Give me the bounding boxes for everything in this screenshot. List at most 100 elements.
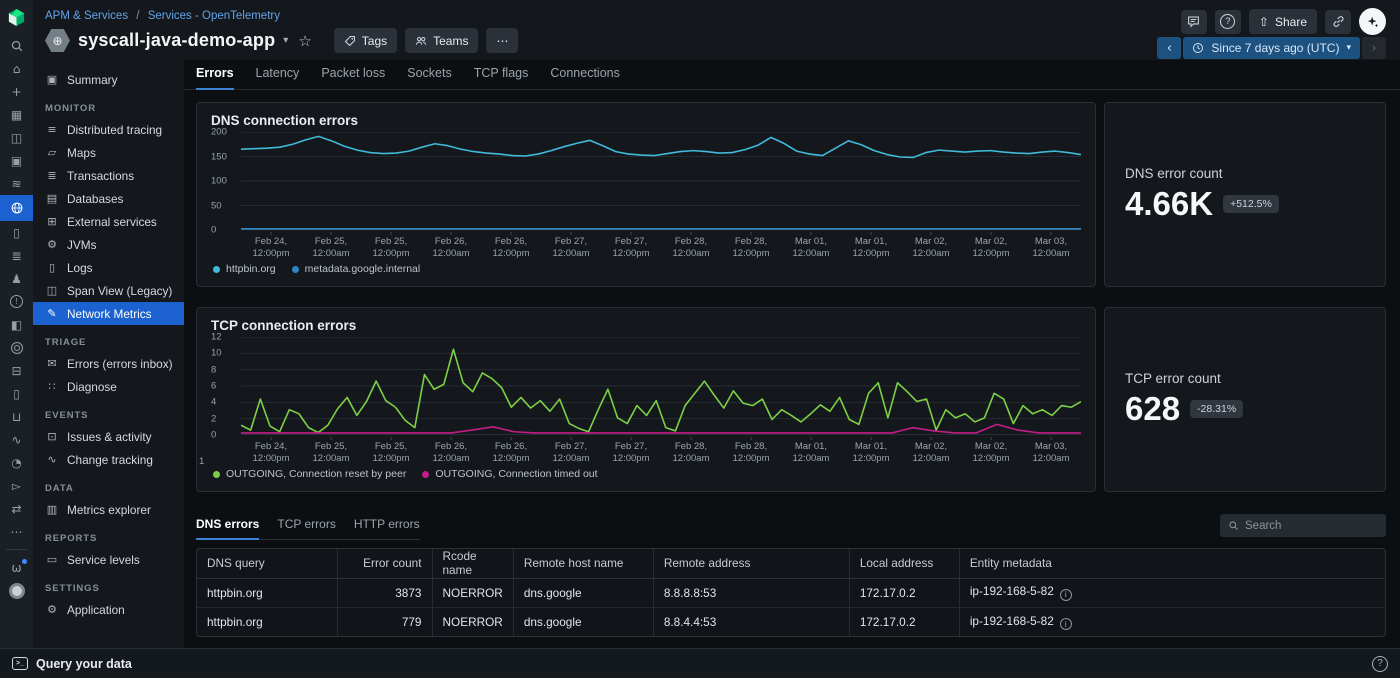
breadcrumb-service[interactable]: Services - OpenTelemetry xyxy=(148,10,280,22)
sidebar-item-span-view-legacy[interactable]: ◫Span View (Legacy) xyxy=(33,279,184,302)
column-header-entity-metadata[interactable]: Entity metadata xyxy=(959,549,1385,578)
logo-icon[interactable] xyxy=(0,0,33,34)
column-header-remote-address[interactable]: Remote address xyxy=(653,549,849,578)
share-button[interactable]: ⇧ Share xyxy=(1249,9,1317,34)
table-row[interactable]: httpbin.org3873NOERRORdns.google8.8.8.8:… xyxy=(197,578,1385,607)
title-caret-icon[interactable]: ▾ xyxy=(283,35,288,46)
x-tick-label: Feb 26,12:00am xyxy=(433,437,470,465)
sidebar-item-maps[interactable]: ▱Maps xyxy=(33,141,184,164)
sidebar-item-network-metrics[interactable]: ✎Network Metrics xyxy=(33,302,184,325)
docs-icon[interactable]: ◫ xyxy=(0,126,33,149)
more-icon-glyph: ⋯ xyxy=(11,525,23,539)
teams-button[interactable]: Teams xyxy=(405,28,478,53)
legend-item[interactable]: httpbin.org xyxy=(213,263,276,275)
layers-icon[interactable]: ≋ xyxy=(0,172,33,195)
browser-icon[interactable]: ⊟ xyxy=(0,359,33,382)
sidebar-item-application[interactable]: ⚙Application xyxy=(33,598,184,621)
info-icon[interactable]: i xyxy=(1060,618,1072,630)
time-range-button[interactable]: Since 7 days ago (UTC) ▾ xyxy=(1183,37,1360,59)
sidebar-item-label: Databases xyxy=(67,192,123,206)
column-header-error-count[interactable]: Error count xyxy=(337,549,432,578)
dashboards-icon[interactable]: ▦ xyxy=(0,103,33,126)
help-button[interactable]: ? xyxy=(1215,10,1241,34)
favorite-star-icon[interactable]: ☆ xyxy=(298,32,311,50)
add-icon[interactable]: + xyxy=(0,80,33,103)
column-header-rcode-name[interactable]: Rcode name xyxy=(432,549,513,578)
tab-tcp-flags[interactable]: TCP flags xyxy=(474,66,529,90)
whats-new-icon[interactable]: ω xyxy=(0,556,33,579)
x-tick-label: Feb 28,12:00am xyxy=(673,437,710,465)
home-icon[interactable]: ⌂ xyxy=(0,57,33,80)
sidebar-item-errors-errors-inbox[interactable]: ✉Errors (errors inbox) xyxy=(33,352,184,375)
tab-sockets[interactable]: Sockets xyxy=(407,66,451,90)
workflows-icon[interactable]: ▻ xyxy=(0,474,33,497)
legend-item[interactable]: OUTGOING, Connection reset by peer xyxy=(213,468,406,480)
inbox-icon[interactable]: ⊔ xyxy=(0,405,33,428)
tab-http-errors[interactable]: HTTP errors xyxy=(354,517,420,540)
column-header-dns-query[interactable]: DNS query xyxy=(197,549,337,578)
sidebar-item-metrics-explorer[interactable]: ▥Metrics explorer xyxy=(33,498,184,521)
info-icon[interactable]: i xyxy=(1060,589,1072,601)
sidebar-item-distributed-tracing[interactable]: ≡Distributed tracing xyxy=(33,118,184,141)
terminal-icon: >_ xyxy=(12,657,28,670)
sidebar-item-icon: ⊡ xyxy=(45,430,59,443)
avatar[interactable] xyxy=(0,579,33,602)
copy-link-button[interactable] xyxy=(1325,10,1351,34)
sidebar-item-databases[interactable]: ▤Databases xyxy=(33,187,184,210)
sidebar-item-change-tracking[interactable]: ∿Change tracking xyxy=(33,448,184,471)
x-tick-label: Feb 25,12:00pm xyxy=(373,437,410,465)
sidebar-item-jvms[interactable]: ⚙JVMs xyxy=(33,233,184,256)
tab-connections[interactable]: Connections xyxy=(550,66,620,90)
sidebar-item-transactions[interactable]: ≣Transactions xyxy=(33,164,184,187)
more-icon[interactable]: ⋯ xyxy=(0,520,33,543)
sidebar-item-summary[interactable]: ▣Summary xyxy=(33,68,184,91)
activity-icon[interactable]: ∿ xyxy=(0,428,33,451)
footer-help-icon[interactable]: ? xyxy=(1372,656,1388,672)
alerts-icon[interactable]: ! xyxy=(0,290,33,313)
document-icon[interactable]: ▯ xyxy=(0,221,33,244)
home-icon-glyph: ⌂ xyxy=(13,62,21,76)
sidebar-item-logs[interactable]: ▯Logs xyxy=(33,256,184,279)
column-header-local-address[interactable]: Local address xyxy=(849,549,959,578)
tab-packet-loss[interactable]: Packet loss xyxy=(321,66,385,90)
tab-dns-errors[interactable]: DNS errors xyxy=(196,517,259,540)
docs-icon-glyph: ◫ xyxy=(11,131,22,145)
sidebar-section-settings: SETTINGS xyxy=(33,571,184,598)
ai-assistant-button[interactable] xyxy=(1359,8,1386,35)
tcp-stat-delta-badge: -28.31% xyxy=(1190,400,1243,418)
target-icon[interactable] xyxy=(0,336,33,359)
pipelines-icon[interactable]: ⇄ xyxy=(0,497,33,520)
sidebar-item-external-services[interactable]: ⊞External services xyxy=(33,210,184,233)
column-header-remote-host-name[interactable]: Remote host name xyxy=(513,549,653,578)
feedback-button[interactable] xyxy=(1181,10,1207,34)
y-tick-label: 2 xyxy=(211,413,216,424)
sidebar-item-issues-activity[interactable]: ⊡Issues & activity xyxy=(33,425,184,448)
time-next-button[interactable]: › xyxy=(1362,37,1386,59)
search-input[interactable] xyxy=(1245,520,1378,532)
search-icon[interactable] xyxy=(0,34,33,57)
tags-button[interactable]: Tags xyxy=(334,28,397,53)
traces-icon[interactable]: ≣ xyxy=(0,244,33,267)
sidebar-item-diagnose[interactable]: ∷Diagnose xyxy=(33,375,184,398)
tab-latency[interactable]: Latency xyxy=(256,66,300,90)
legend-item[interactable]: OUTGOING, Connection timed out xyxy=(422,468,597,480)
x-tick-label: Mar 01,12:00am xyxy=(792,437,829,465)
tcp-row: TCP connection errors024681012Feb 24,12:… xyxy=(196,307,1386,492)
gauge-icon[interactable]: ◔ xyxy=(0,451,33,474)
x-tick-label: Mar 03,12:00am xyxy=(1033,437,1070,465)
legend-item[interactable]: metadata.google.internal xyxy=(292,263,421,275)
legend-dot-icon xyxy=(213,266,220,273)
agent-icon[interactable]: ♟ xyxy=(0,267,33,290)
experiments-icon[interactable]: ◧ xyxy=(0,313,33,336)
mobile-icon[interactable]: ▯ xyxy=(0,382,33,405)
tab-tcp-errors[interactable]: TCP errors xyxy=(277,517,335,540)
services-globe-icon[interactable] xyxy=(0,195,33,221)
time-prev-button[interactable]: ‹ xyxy=(1157,37,1181,59)
sidebar-item-service-levels[interactable]: ▭Service levels xyxy=(33,548,184,571)
query-your-data-button[interactable]: Query your data xyxy=(36,657,132,671)
tab-errors[interactable]: Errors xyxy=(196,66,234,90)
more-actions-button[interactable]: ⋯ xyxy=(486,28,518,53)
breadcrumb-apm-services[interactable]: APM & Services xyxy=(45,10,128,22)
summary-screen-icon[interactable]: ▣ xyxy=(0,149,33,172)
table-row[interactable]: httpbin.org779NOERRORdns.google8.8.4.4:5… xyxy=(197,607,1385,636)
